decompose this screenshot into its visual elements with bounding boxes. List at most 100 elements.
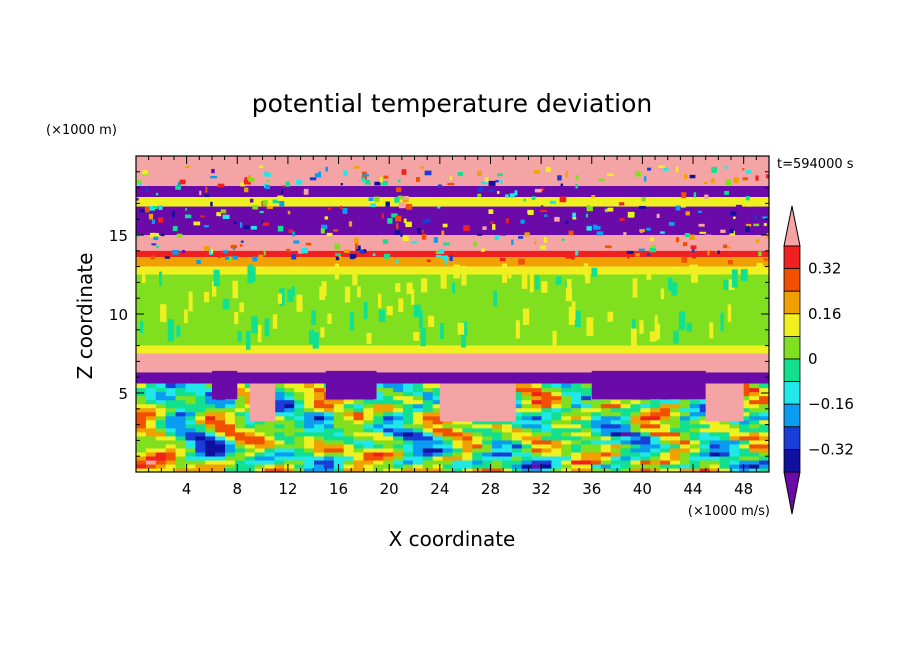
field-cell [699,459,711,465]
field-cell [274,403,285,409]
field-cell [610,419,622,425]
field-cell [145,395,157,401]
field-cell [294,399,305,405]
field-speckle [720,229,726,233]
field-speckle [693,192,697,198]
field-cell [581,443,592,449]
field-streak [311,310,317,325]
field-speckle [340,205,343,210]
field-cell [531,391,543,397]
field-cell [244,423,256,429]
field-cell [412,399,424,405]
field-cell [630,427,642,433]
field-speckle [684,174,688,180]
field-speckle [250,225,257,230]
field-cell [284,463,295,469]
field-cell [195,467,206,472]
field-speckle [492,224,496,230]
field-cell [422,455,434,461]
field-cell [294,403,305,409]
field-cell [561,419,572,425]
field-cell [383,407,394,413]
field-cell [393,451,404,457]
field-cell [719,431,731,437]
field-cell [373,395,384,401]
field-cell [422,403,434,409]
field-speckle [650,245,656,248]
field-cell [442,467,454,472]
field-cell [284,447,295,453]
field-cell [610,443,622,449]
field-streak [630,328,637,349]
field-cell [403,391,414,397]
field-cell [274,431,285,437]
field-cell [403,415,414,421]
field-cell [739,399,750,405]
field-speckle [724,165,728,169]
field-cell [590,451,602,457]
field-cell [215,403,226,409]
field-speckle [639,205,646,209]
field-cell [729,435,740,441]
field-cell [670,443,681,449]
field-speckle [218,253,221,259]
field-cell [689,399,701,405]
field-cell [284,391,295,397]
field-cell [590,467,602,472]
field-cell [284,395,295,401]
field-cell [412,459,424,465]
field-speckle [447,182,455,186]
field-cell [620,431,632,437]
field-cell [719,423,731,429]
field-speckle [534,188,542,193]
field-cell [353,439,365,445]
field-cell [650,443,661,449]
field-cell [571,455,582,461]
field-speckle [172,249,179,255]
field-cell [274,419,285,425]
field-cell [284,467,295,472]
field-cell [600,447,612,453]
field-speckle [689,234,696,240]
field-cell [551,387,562,393]
field-cell [353,455,365,461]
field-cell [274,427,285,433]
field-speckle [481,181,488,185]
field-cell [333,459,345,465]
field-speckle [217,183,225,188]
field-speckle [288,229,293,233]
field-cell [136,443,147,449]
field-cell [363,419,374,425]
field-cell [422,431,434,437]
field-cell [600,411,612,417]
colorbar-box [783,358,801,383]
field-streak [204,291,210,303]
field-cell [234,447,246,453]
field-cell [383,415,394,421]
field-speckle [395,215,402,222]
field-cell [353,435,365,441]
field-speckle [220,209,227,213]
field-speckle [571,253,575,260]
field-speckle [303,188,309,195]
field-speckle [382,239,389,244]
field-cell [739,435,750,441]
field-cell [640,431,651,437]
field-streak [453,264,460,279]
field-cell [314,443,325,449]
field-cell [679,407,691,413]
field-cell [679,427,691,433]
field-speckle [230,245,238,249]
field-cell [264,427,276,433]
field-cell [620,451,632,457]
field-cell [363,459,374,465]
field-speckle [172,211,175,218]
field-speckle [765,174,769,179]
field-cell [581,395,592,401]
field-cell [343,455,355,461]
field-speckle [591,194,596,198]
field-cell [363,443,374,449]
colorbar: 0.320.160−0.16−0.32 [783,205,854,515]
field-cell [561,383,572,389]
field-speckle [509,193,515,198]
